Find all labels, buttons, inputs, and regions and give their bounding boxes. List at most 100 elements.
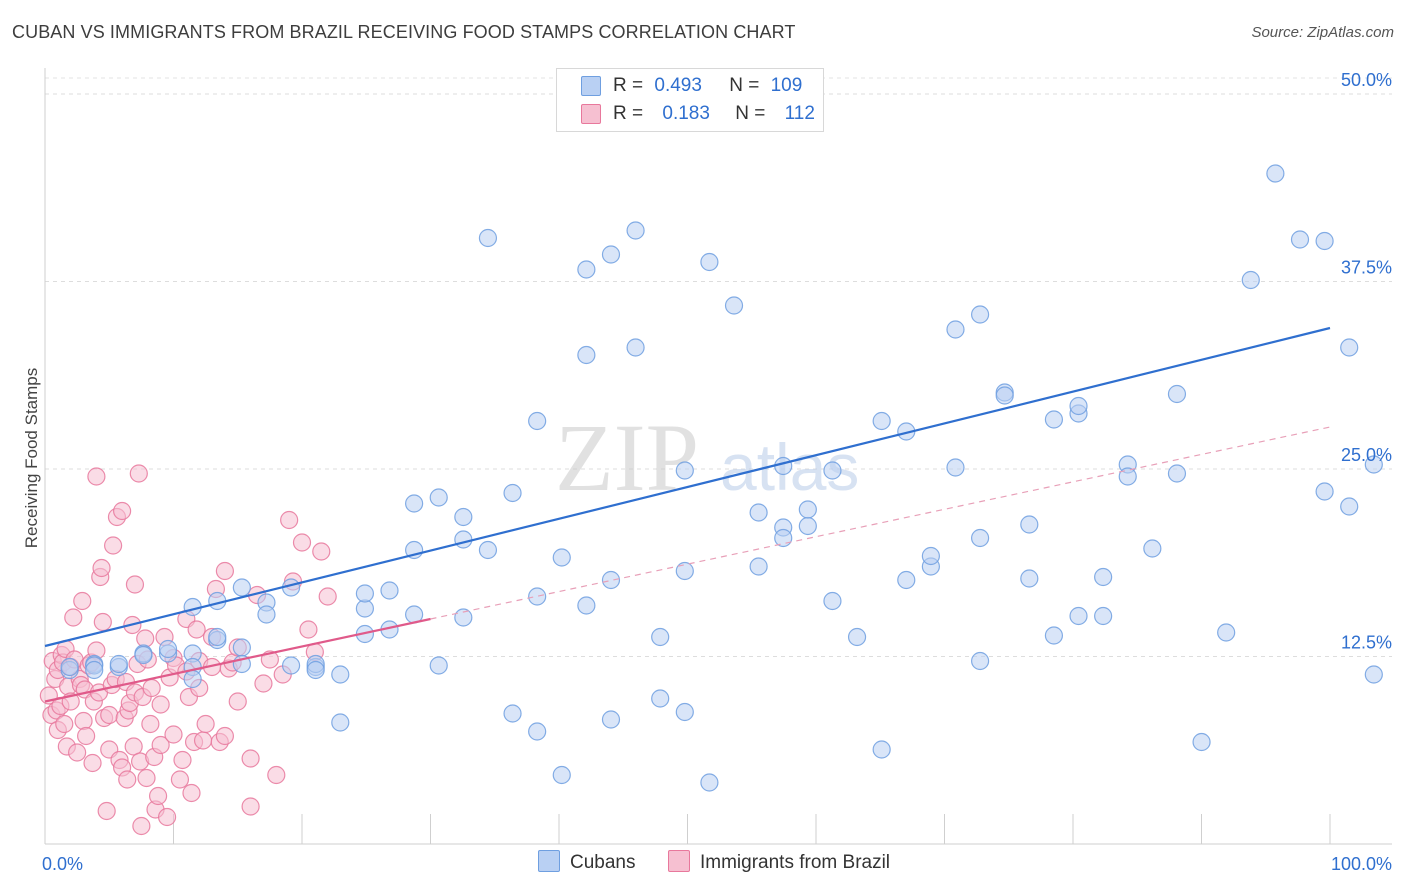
brazil-trend-line (44, 617, 431, 703)
brazil-point (118, 770, 137, 789)
axes (44, 68, 1392, 845)
cuban-trend-line (44, 326, 1331, 648)
cuban-point (1143, 539, 1162, 558)
cuban-point (1020, 515, 1039, 534)
cuban-point (577, 345, 596, 365)
cuban-point (1118, 467, 1137, 486)
cuban-point (626, 221, 645, 240)
brazil-point (215, 726, 234, 746)
brazil-point (299, 620, 318, 639)
cuban-point (1020, 569, 1039, 588)
cuban-point (1290, 230, 1310, 249)
brazil-point (55, 714, 74, 734)
tick-labels: 12.5% 25.0% 37.5% 50.0% 0.0% 100.0% (42, 70, 1392, 874)
brazil-point (151, 735, 170, 755)
cuban-point (552, 765, 571, 785)
cuban-point (232, 578, 251, 597)
y-tick-label: 37.5% (1341, 258, 1392, 278)
r-value-cubans: 0.493 (654, 75, 702, 96)
chart-title: CUBAN VS IMMIGRANTS FROM BRAZIL RECEIVIN… (12, 22, 796, 42)
cuban-points (60, 164, 1383, 792)
cuban-point (946, 320, 965, 339)
bottom-swatch-cubans (538, 850, 560, 873)
cuban-point (970, 651, 990, 671)
y-tick-label: 12.5% (1341, 633, 1392, 653)
cuban-point (1364, 665, 1383, 684)
cuban-point (183, 669, 202, 689)
cuban-point (1167, 384, 1187, 404)
brazil-point (83, 753, 102, 773)
brazil-point (148, 786, 168, 806)
watermark: ZIP (555, 404, 699, 511)
brazil-point (193, 731, 213, 750)
cuban-point (872, 740, 891, 759)
cuban-point (1315, 482, 1334, 501)
brazil-point (68, 743, 87, 762)
source-label: Source: ZipAtlas.com (1251, 24, 1394, 41)
brazil-point (196, 714, 215, 734)
cuban-point (552, 548, 571, 567)
grid-lines (45, 77, 1392, 657)
bottom-legend-cubans: Cubans (538, 850, 636, 874)
cuban-point (1069, 396, 1088, 416)
n-label: N = (729, 75, 760, 96)
cuban-point (429, 488, 448, 507)
legend-swatch-cubans (581, 75, 601, 96)
bottom-label-brazil: Immigrants from Brazil (700, 852, 891, 873)
stats-legend: R = 0.493 N = 109 R = 0.183 N = 112 (556, 68, 824, 132)
cuban-point (1094, 606, 1113, 626)
cuban-point (700, 773, 719, 792)
cuban-point (921, 546, 940, 566)
cuban-point (331, 713, 350, 732)
brazil-point (241, 797, 260, 816)
cuban-point (208, 627, 227, 647)
cuban-point (823, 591, 842, 611)
cuban-point (601, 710, 621, 729)
cuban-point (306, 660, 325, 680)
brazil-point (129, 464, 148, 483)
cuban-point (577, 596, 596, 615)
bottom-label-cubans: Cubans (570, 852, 636, 873)
x-tick-label: 0.0% (42, 854, 83, 874)
brazil-point (254, 674, 273, 693)
bottom-swatch-brazil (668, 850, 690, 873)
cuban-point (675, 702, 694, 722)
brazil-point (137, 768, 156, 788)
cuban-point (749, 557, 768, 576)
cuban-point (257, 605, 276, 624)
n-value-brazil: 112 (784, 103, 815, 124)
y-tick-label: 25.0% (1341, 445, 1392, 465)
brazil-point (312, 542, 331, 561)
brazil-point (124, 737, 143, 756)
brazil-point (173, 750, 192, 770)
cuban-point (281, 656, 301, 675)
cuban-point (528, 722, 547, 741)
brazil-point (93, 612, 112, 632)
cuban-point (232, 638, 251, 657)
cuban-point (355, 584, 375, 603)
cuban-point (946, 458, 965, 477)
brazil-point (292, 533, 312, 552)
brazil-point (74, 711, 93, 731)
cuban-point (528, 411, 547, 431)
brazil-point (100, 705, 119, 725)
cuban-point (626, 338, 645, 357)
n-label: N = (735, 103, 766, 124)
brazil-point (187, 620, 206, 639)
cuban-point (134, 645, 153, 665)
cuban-point (405, 494, 424, 513)
cuban-point (1094, 567, 1113, 587)
brazil-point (151, 695, 170, 714)
brazil-point (228, 692, 247, 711)
cuban-point (1192, 732, 1211, 752)
r-value-brazil: 0.183 (662, 103, 710, 124)
cuban-point (872, 411, 891, 431)
brazil-point (280, 510, 299, 530)
brazil-point (215, 561, 234, 581)
cuban-point (60, 657, 79, 677)
cuban-point (651, 689, 670, 708)
cuban-point (1364, 455, 1383, 474)
cuban-point (331, 665, 350, 684)
brazil-point (157, 807, 177, 827)
